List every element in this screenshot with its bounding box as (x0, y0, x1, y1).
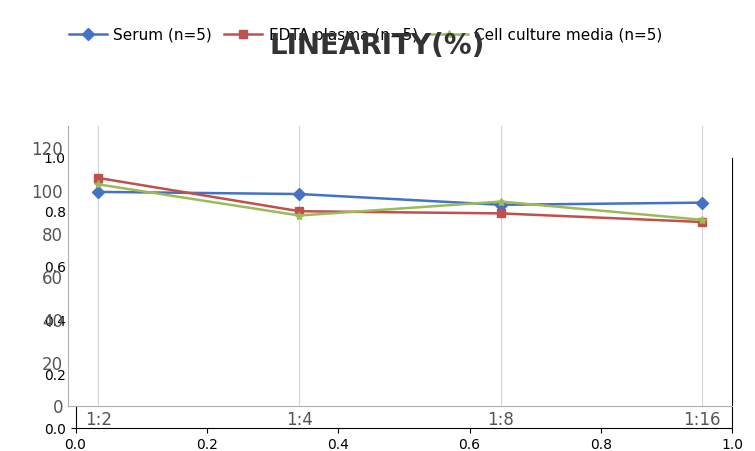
Line: Serum (n=5): Serum (n=5) (94, 188, 707, 209)
Line: Cell culture media (n=5): Cell culture media (n=5) (94, 180, 707, 224)
EDTA plasma (n=5) (496, 211, 505, 216)
Cell culture media (n=5) (94, 182, 103, 187)
Line: EDTA plasma (n=5): EDTA plasma (n=5) (94, 174, 707, 226)
Cell culture media (n=5) (698, 217, 707, 222)
Text: LINEARITY(%): LINEARITY(%) (270, 32, 485, 60)
Serum (n=5) (496, 202, 505, 207)
Serum (n=5) (94, 189, 103, 194)
Legend: Serum (n=5), EDTA plasma (n=5), Cell culture media (n=5): Serum (n=5), EDTA plasma (n=5), Cell cul… (69, 28, 662, 43)
Cell culture media (n=5) (496, 199, 505, 204)
Cell culture media (n=5) (295, 213, 304, 218)
Serum (n=5) (295, 191, 304, 197)
EDTA plasma (n=5) (698, 219, 707, 225)
Serum (n=5) (698, 200, 707, 205)
EDTA plasma (n=5) (94, 175, 103, 180)
EDTA plasma (n=5) (295, 208, 304, 214)
